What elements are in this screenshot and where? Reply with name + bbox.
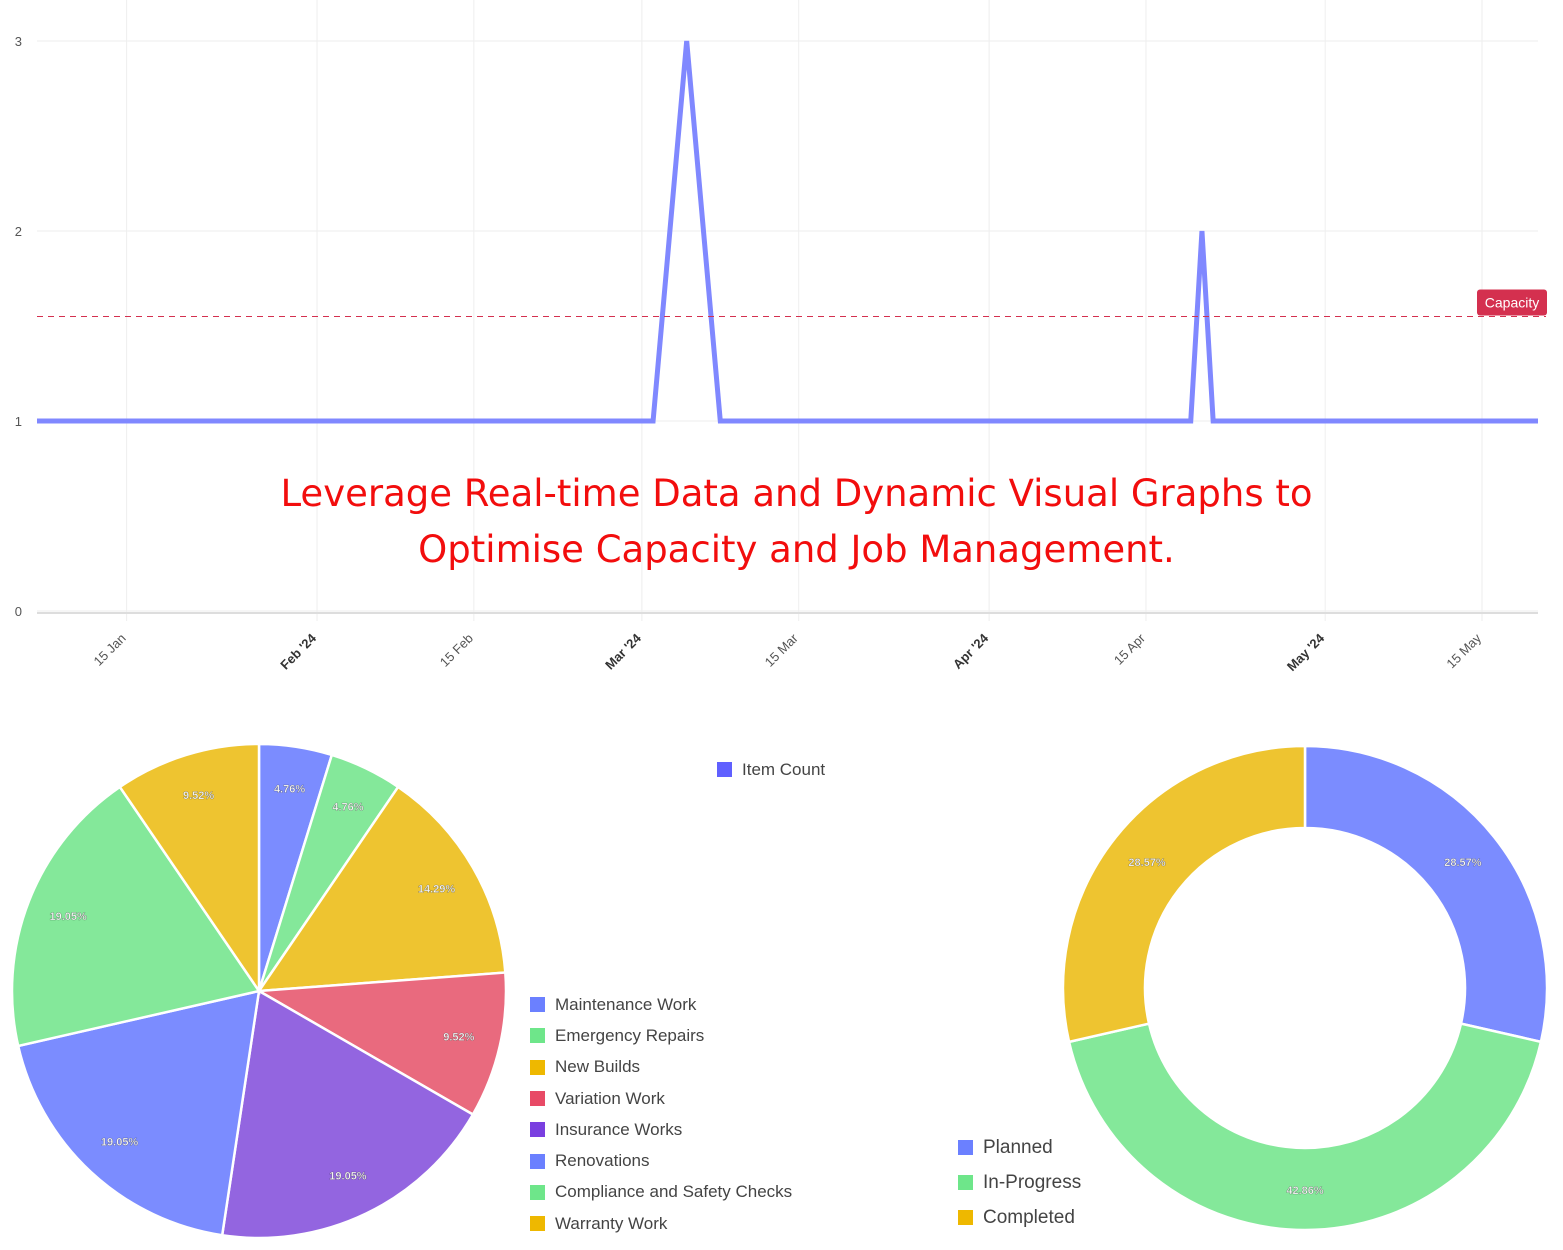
- y-tick-label: 2: [15, 224, 22, 239]
- legend-item[interactable]: Compliance and Safety Checks: [530, 1177, 792, 1208]
- x-tick-label: Feb '24: [277, 630, 319, 672]
- legend-swatch: [530, 1091, 545, 1107]
- legend-label: New Builds: [555, 1057, 641, 1077]
- x-tick-label: 15 Apr: [1111, 630, 1149, 668]
- x-tick-label: Mar '24: [602, 630, 644, 672]
- legend-item[interactable]: Renovations: [530, 1145, 792, 1176]
- donut-legend: Planned In-Progress Completed: [958, 1130, 1081, 1235]
- x-tick-label: 15 Mar: [762, 630, 802, 670]
- legend-label: Insurance Works: [555, 1119, 683, 1139]
- y-tick-label: 3: [15, 34, 22, 49]
- slice-label: 28.57%: [1444, 857, 1482, 869]
- legend-label: Completed: [983, 1206, 1075, 1228]
- legend-item[interactable]: Planned: [958, 1130, 1081, 1165]
- capacity-label: Capacity: [1485, 295, 1539, 311]
- x-tick-label: 15 Feb: [437, 631, 476, 670]
- legend-swatch: [958, 1175, 973, 1190]
- legend-swatch: [530, 1216, 545, 1232]
- legend-item[interactable]: Variation Work: [530, 1083, 792, 1114]
- headline: Leverage Real-time Data and Dynamic Visu…: [0, 466, 1563, 578]
- legend-swatch: [530, 1184, 545, 1200]
- headline-line-1: Leverage Real-time Data and Dynamic Visu…: [280, 472, 1313, 515]
- legend-label: Planned: [983, 1136, 1053, 1158]
- legend-swatch: [958, 1140, 973, 1155]
- slice-variation-work: [254, 971, 508, 1117]
- legend-label: In-Progress: [983, 1171, 1082, 1193]
- legend-item[interactable]: Insurance Works: [530, 1114, 792, 1145]
- series-line: [37, 40, 1538, 424]
- y-tick-label: 1: [15, 414, 22, 429]
- slice-insurance-works: [220, 989, 475, 1240]
- capacity-badge: [1477, 289, 1547, 316]
- legend-swatch: [717, 762, 732, 778]
- legend-swatch: [530, 1122, 545, 1138]
- x-tick-label: May '24: [1284, 630, 1328, 674]
- legend-label: Renovations: [555, 1151, 650, 1171]
- slice-new-builds: [256, 785, 507, 993]
- legend-swatch: [958, 1210, 973, 1225]
- legend-label: Item Count: [742, 759, 826, 779]
- legend-item[interactable]: Completed: [958, 1200, 1081, 1235]
- slice-label: 9.52%: [443, 1032, 474, 1044]
- legend-swatch: [530, 1059, 545, 1075]
- slice-completed: [1061, 744, 1307, 1044]
- slice-renovations: [16, 989, 261, 1237]
- legend-item[interactable]: New Builds: [530, 1052, 792, 1083]
- item-count-legend[interactable]: Item Count: [717, 754, 825, 785]
- legend-label: Compliance and Safety Checks: [555, 1182, 793, 1202]
- legend-swatch: [530, 1028, 545, 1044]
- slice-label: 19.05%: [101, 1136, 139, 1148]
- slice-compliance-and-safety-checks: [10, 785, 262, 1048]
- legend-swatch: [530, 997, 545, 1013]
- slice-label: 4.76%: [332, 801, 363, 813]
- legend-label: Emergency Repairs: [555, 1025, 705, 1045]
- legend-label: Maintenance Work: [555, 994, 697, 1014]
- legend-label: Warranty Work: [555, 1213, 668, 1233]
- slice-warranty-work: [118, 742, 261, 996]
- pie-legend: Maintenance Work Emergency Repairs New Bui…: [530, 989, 792, 1239]
- legend-item[interactable]: In-Progress: [958, 1165, 1081, 1200]
- x-tick-label: Apr '24: [950, 630, 992, 672]
- legend-item[interactable]: Maintenance Work: [530, 989, 792, 1020]
- slice-label: 4.76%: [274, 783, 305, 795]
- y-tick-label: 0: [15, 604, 22, 619]
- slice-label: 9.52%: [183, 790, 214, 802]
- slice-label: 19.05%: [329, 1171, 367, 1183]
- x-tick-label: 15 Jan: [91, 631, 129, 669]
- x-tick-label: 15 May: [1443, 630, 1484, 671]
- slice-label: 42.86%: [1286, 1185, 1324, 1197]
- headline-line-2: Optimise Capacity and Job Management.: [418, 528, 1175, 571]
- slice-label: 14.29%: [418, 884, 456, 896]
- legend-label: Variation Work: [555, 1088, 665, 1108]
- slice-label: 19.05%: [50, 911, 88, 923]
- legend-item[interactable]: Warranty Work: [530, 1208, 792, 1239]
- legend-swatch: [530, 1153, 545, 1169]
- slice-planned: [1303, 744, 1549, 1044]
- slice-label: 28.57%: [1128, 857, 1166, 869]
- slice-in-progress: [1067, 1022, 1543, 1232]
- legend-item[interactable]: Emergency Repairs: [530, 1020, 792, 1051]
